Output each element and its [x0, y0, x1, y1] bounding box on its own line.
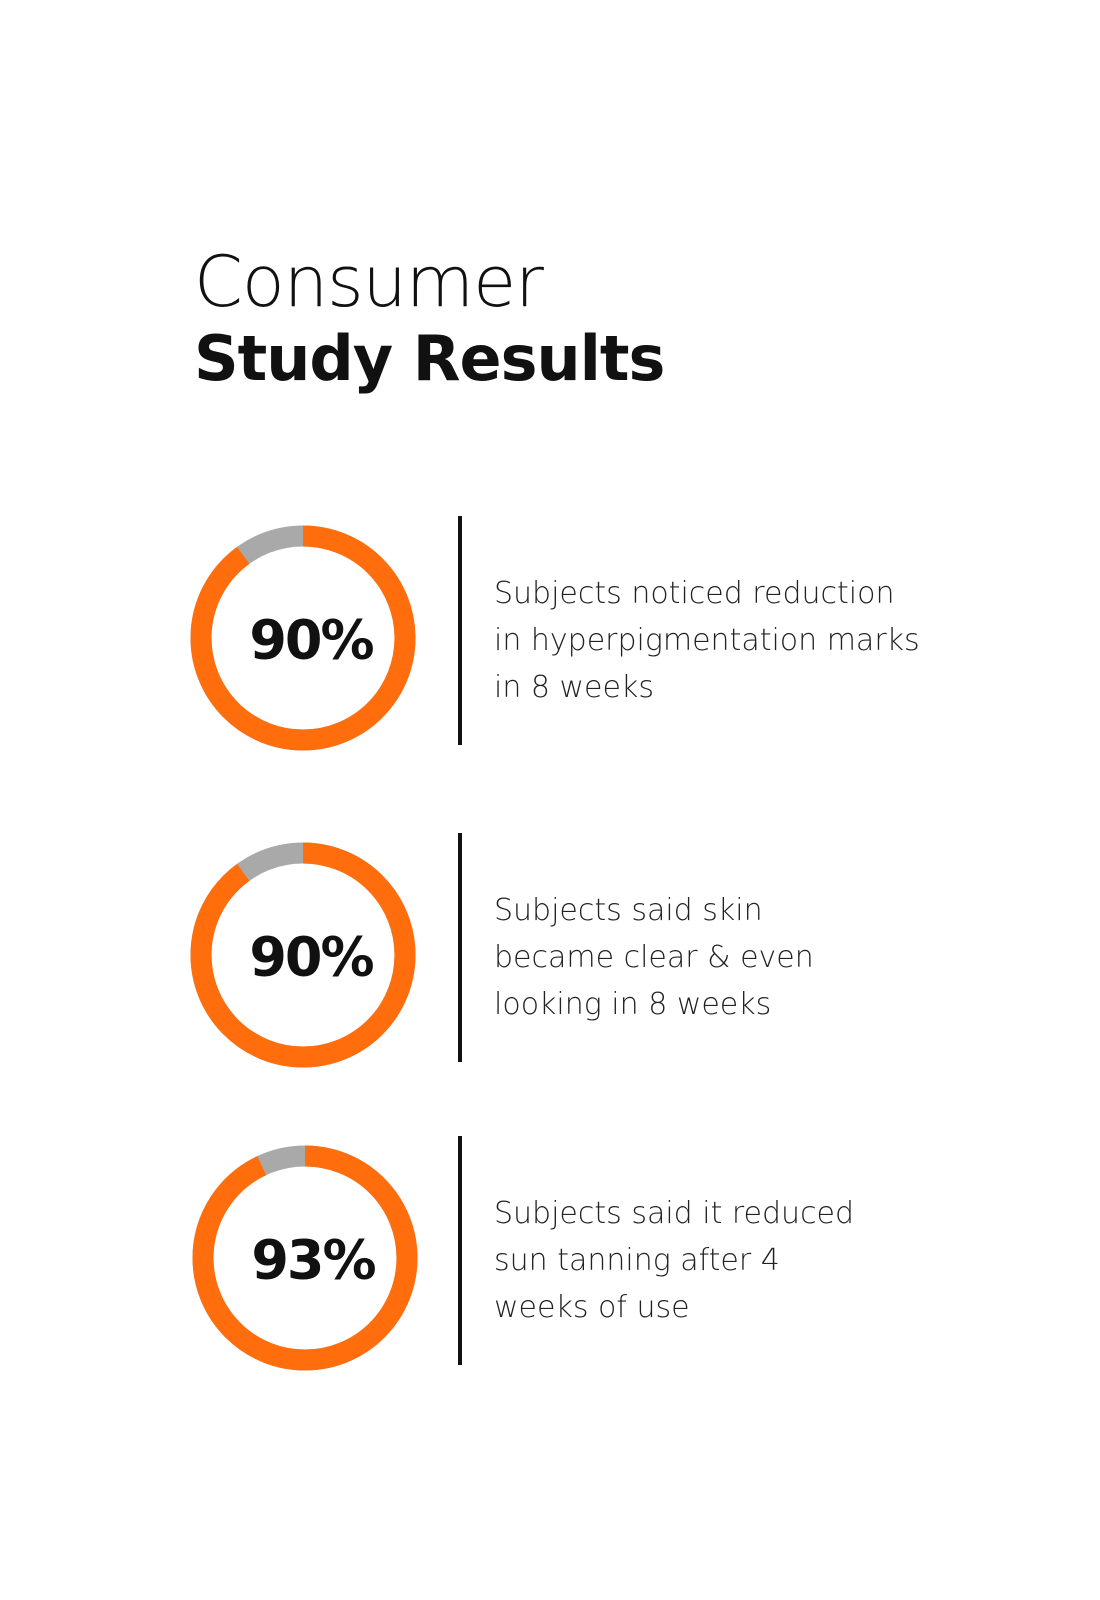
- percent-label: 90%: [249, 609, 373, 672]
- description-line: Subjects said skin: [494, 893, 763, 928]
- percent-label: 93%: [251, 1229, 375, 1292]
- description-line: looking in 8 weeks: [494, 987, 771, 1022]
- title-line-2: Study Results: [194, 322, 664, 395]
- description-line: in hyperpigmentation marks: [494, 623, 920, 658]
- description-line: weeks of use: [494, 1290, 690, 1325]
- ring-progress: [192, 1145, 418, 1371]
- description-line: became clear & even: [494, 940, 814, 975]
- description-line: sun tanning after 4: [494, 1243, 780, 1278]
- percent-label: 90%: [249, 926, 373, 989]
- description-line: Subjects noticed reduction: [494, 576, 894, 611]
- description-line: Subjects said it reduced: [494, 1196, 854, 1231]
- ring-progress: [190, 525, 416, 751]
- title-line-1: Consumer: [194, 241, 544, 323]
- description-line: in 8 weeks: [494, 670, 654, 705]
- ring-progress: [190, 842, 416, 1068]
